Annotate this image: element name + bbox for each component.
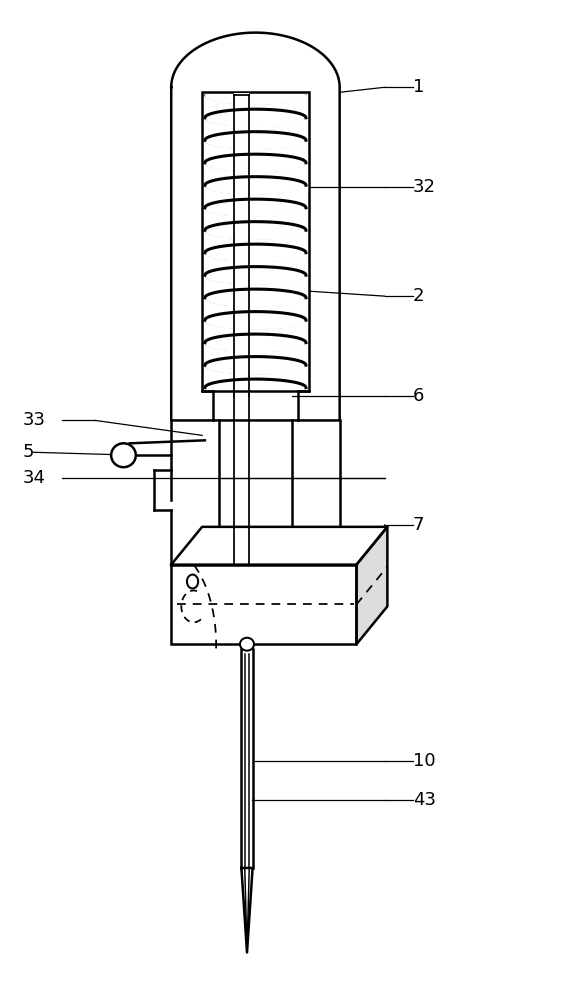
Text: 33: 33 (23, 411, 45, 429)
Bar (234, 93, 249, 390)
Text: 10: 10 (413, 752, 435, 770)
Polygon shape (171, 33, 340, 420)
Text: 6: 6 (413, 387, 424, 405)
Text: 2: 2 (413, 287, 424, 305)
Text: 34: 34 (23, 469, 45, 487)
Polygon shape (171, 527, 387, 565)
Bar (171, 565, 357, 644)
Ellipse shape (111, 443, 136, 467)
Polygon shape (242, 868, 253, 952)
Polygon shape (357, 527, 387, 644)
Text: 43: 43 (413, 791, 435, 809)
Ellipse shape (187, 575, 198, 589)
Text: 7: 7 (413, 516, 424, 534)
Text: 32: 32 (413, 178, 435, 196)
Text: 5: 5 (23, 443, 34, 461)
Text: 1: 1 (413, 78, 424, 96)
Ellipse shape (240, 638, 254, 651)
Bar (202, 92, 309, 391)
